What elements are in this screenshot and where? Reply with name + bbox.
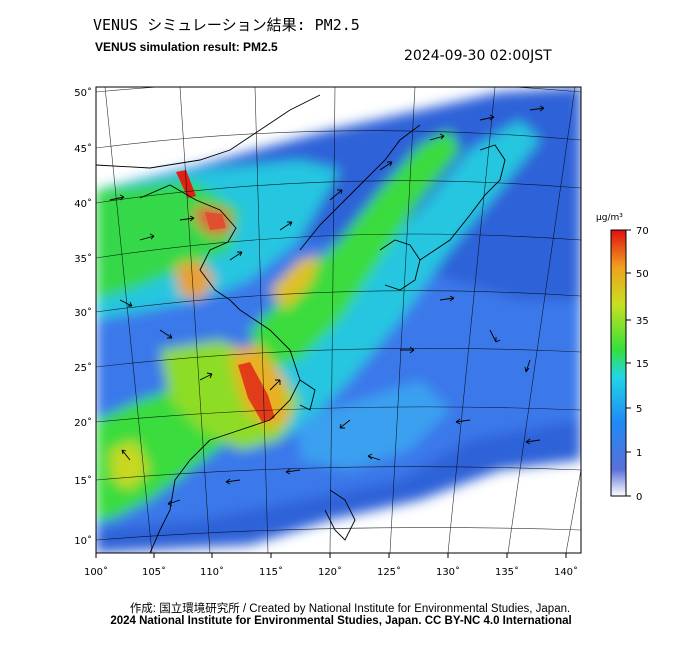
timestamp: 2024-09-30 02:00JST <box>404 48 552 64</box>
lat-tick-label: 45˚ <box>74 143 92 155</box>
colorbar-tick: 0 <box>636 492 642 503</box>
lat-tick-label: 30˚ <box>74 307 92 319</box>
colorbar-tick: 1 <box>636 448 642 459</box>
colorbar-scale <box>610 229 627 497</box>
lat-tick-label: 40˚ <box>74 198 92 210</box>
colorbar-tick: 5 <box>636 404 642 415</box>
lon-tick-label: 130˚ <box>436 566 460 578</box>
lat-tick-label: 15˚ <box>74 475 92 487</box>
colorbar-tick: 15 <box>636 359 649 370</box>
lon-tick-label: 105˚ <box>142 566 166 578</box>
wind-vectors <box>109 105 545 507</box>
colorbar-tick: 50 <box>636 269 649 280</box>
lon-tick-label: 100˚ <box>84 566 108 578</box>
credit-line-2: 2024 National Institute for Environmenta… <box>110 615 572 627</box>
colorbar-tick: 70 <box>636 226 649 237</box>
lat-tick-label: 50˚ <box>74 87 92 99</box>
coastlines <box>96 94 506 553</box>
lat-tick-label: 25˚ <box>74 362 92 374</box>
title-english: VENUS simulation result: PM2.5 <box>95 40 278 54</box>
pm25-field <box>96 87 581 553</box>
lon-tick-label: 135˚ <box>495 566 519 578</box>
map-frame <box>95 86 582 554</box>
lat-axis-labels: 50˚ 45˚ 40˚ 35˚ 30˚ 25˚ 20˚ 15˚ 10˚ <box>74 87 92 547</box>
lat-tick-label: 20˚ <box>74 417 92 429</box>
lon-tick-label: 110˚ <box>200 566 224 578</box>
lat-tick-label: 35˚ <box>74 253 92 265</box>
colorbar-unit: μg/m³ <box>596 213 623 223</box>
lon-axis-labels: 100˚ 105˚ 110˚ 115˚ 120˚ 125˚ 130˚ 135˚ … <box>84 566 578 578</box>
map-figure: 100˚ 105˚ 110˚ 115˚ 120˚ 125˚ 130˚ 135˚ … <box>74 86 649 578</box>
lon-tick-label: 140˚ <box>554 566 578 578</box>
colorbar: μg/m³ 70 50 35 15 5 1 0 <box>596 213 649 503</box>
credit-line-1: 作成: 国立環境研究所 / Created by National Instit… <box>129 603 571 615</box>
lon-tick-label: 120˚ <box>318 566 342 578</box>
lon-tick-label: 125˚ <box>377 566 401 578</box>
lat-tick-label: 10˚ <box>74 535 92 547</box>
colorbar-tick: 35 <box>636 316 649 327</box>
lon-tick-label: 115˚ <box>259 566 283 578</box>
lon-tick-marks <box>95 553 567 558</box>
title-japanese: VENUS シミュレーション結果: PM2.5 <box>93 16 360 34</box>
